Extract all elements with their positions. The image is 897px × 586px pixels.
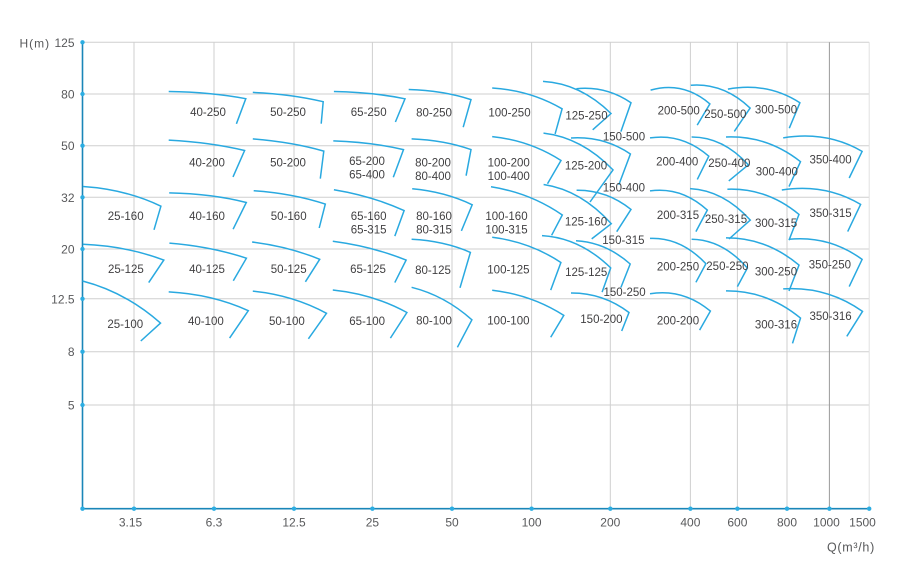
svg-text:8: 8 <box>68 345 75 359</box>
svg-text:125-200: 125-200 <box>565 161 607 173</box>
svg-text:125-250: 125-250 <box>565 111 607 123</box>
svg-text:100-200: 100-200 <box>488 158 530 170</box>
svg-text:12.5: 12.5 <box>282 516 306 530</box>
svg-text:150-500: 150-500 <box>603 132 645 144</box>
svg-text:80-200: 80-200 <box>415 158 451 170</box>
svg-text:300-316: 300-316 <box>755 319 797 331</box>
svg-text:100-250: 100-250 <box>488 108 530 120</box>
svg-text:200-200: 200-200 <box>657 316 699 328</box>
svg-text:125-125: 125-125 <box>565 267 607 279</box>
svg-text:5: 5 <box>68 399 75 413</box>
svg-text:200-250: 200-250 <box>657 262 699 274</box>
svg-text:Q(m³/h): Q(m³/h) <box>827 541 875 555</box>
svg-text:65-250: 65-250 <box>351 107 387 119</box>
svg-text:150-315: 150-315 <box>602 235 644 247</box>
svg-text:300-500: 300-500 <box>755 105 797 117</box>
svg-text:350-315: 350-315 <box>809 208 851 220</box>
svg-text:150-200: 150-200 <box>580 314 622 326</box>
svg-text:200-500: 200-500 <box>658 106 700 118</box>
svg-text:40-100: 40-100 <box>188 316 224 328</box>
svg-text:1500: 1500 <box>849 516 876 530</box>
svg-text:80-315: 80-315 <box>416 225 452 237</box>
svg-text:40-200: 40-200 <box>189 158 225 170</box>
svg-text:150-400: 150-400 <box>603 183 645 195</box>
svg-text:100-160: 100-160 <box>485 211 527 223</box>
svg-text:65-400: 65-400 <box>349 170 385 182</box>
svg-text:40-250: 40-250 <box>190 107 226 119</box>
svg-text:25: 25 <box>366 516 380 530</box>
svg-text:32: 32 <box>61 191 75 205</box>
svg-text:100-125: 100-125 <box>487 265 529 277</box>
svg-text:600: 600 <box>727 516 747 530</box>
svg-text:400: 400 <box>680 516 700 530</box>
svg-text:350-250: 350-250 <box>809 260 851 272</box>
svg-text:80: 80 <box>61 88 75 102</box>
svg-text:50-250: 50-250 <box>270 107 306 119</box>
svg-text:250-500: 250-500 <box>704 109 746 121</box>
svg-text:200: 200 <box>600 516 620 530</box>
svg-text:250-250: 250-250 <box>706 261 748 273</box>
svg-text:250-400: 250-400 <box>708 158 750 170</box>
svg-text:350-316: 350-316 <box>809 311 851 323</box>
svg-text:25-125: 25-125 <box>108 264 144 276</box>
svg-text:100: 100 <box>522 516 542 530</box>
svg-text:100-315: 100-315 <box>485 225 527 237</box>
svg-text:6.3: 6.3 <box>206 516 223 530</box>
svg-text:100-100: 100-100 <box>487 315 529 327</box>
svg-text:40-160: 40-160 <box>189 211 225 223</box>
svg-text:150-250: 150-250 <box>603 287 645 299</box>
svg-text:300-315: 300-315 <box>755 218 797 230</box>
svg-text:125: 125 <box>54 36 74 50</box>
svg-text:65-100: 65-100 <box>349 316 385 328</box>
svg-text:125-160: 125-160 <box>565 217 607 229</box>
svg-text:100-400: 100-400 <box>488 171 530 183</box>
svg-text:50-200: 50-200 <box>270 158 306 170</box>
svg-text:65-125: 65-125 <box>350 264 386 276</box>
svg-text:65-200: 65-200 <box>349 156 385 168</box>
svg-text:80-250: 80-250 <box>416 108 452 120</box>
svg-text:1000: 1000 <box>813 516 840 530</box>
svg-text:200-315: 200-315 <box>657 210 699 222</box>
svg-text:12.5: 12.5 <box>51 292 75 306</box>
svg-text:40-125: 40-125 <box>189 264 225 276</box>
svg-text:50-100: 50-100 <box>269 316 305 328</box>
svg-text:80-100: 80-100 <box>416 315 452 327</box>
svg-text:20: 20 <box>61 243 75 257</box>
svg-text:250-315: 250-315 <box>705 214 747 226</box>
svg-text:3.15: 3.15 <box>119 516 143 530</box>
svg-text:80-160: 80-160 <box>416 211 452 223</box>
svg-text:200-400: 200-400 <box>656 157 698 169</box>
svg-text:50-125: 50-125 <box>271 264 307 276</box>
svg-text:50-160: 50-160 <box>271 211 307 223</box>
svg-text:350-400: 350-400 <box>809 155 851 167</box>
svg-text:65-160: 65-160 <box>351 211 387 223</box>
svg-text:80-400: 80-400 <box>415 171 451 183</box>
svg-text:50: 50 <box>445 516 459 530</box>
svg-text:300-400: 300-400 <box>756 166 798 178</box>
svg-text:800: 800 <box>777 516 797 530</box>
svg-text:65-315: 65-315 <box>351 225 387 237</box>
svg-text:H(m): H(m) <box>20 37 51 51</box>
svg-text:50: 50 <box>61 139 75 153</box>
svg-text:25-160: 25-160 <box>108 211 144 223</box>
svg-text:80-125: 80-125 <box>415 265 451 277</box>
svg-text:300-250: 300-250 <box>755 266 797 278</box>
svg-text:25-100: 25-100 <box>107 319 143 331</box>
